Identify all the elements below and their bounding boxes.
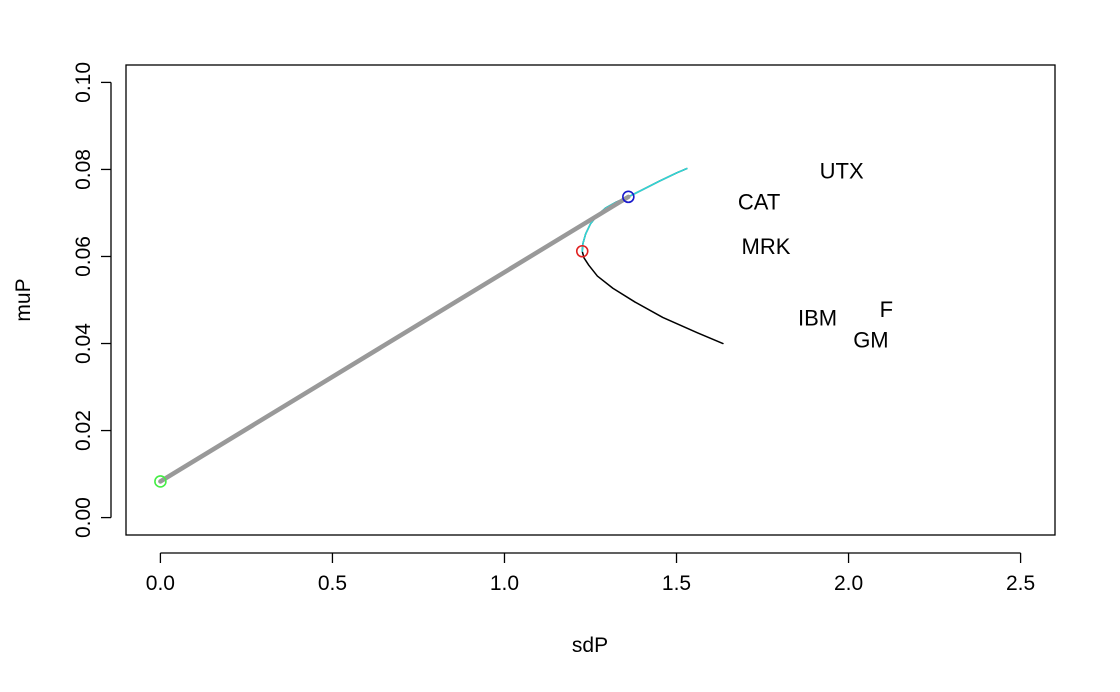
x-tick-label: 2.5 [1006, 572, 1035, 595]
y-tick-label: 0.06 [72, 236, 95, 277]
y-tick-label: 0.08 [72, 149, 95, 190]
plot-frame [125, 64, 1056, 536]
series-line-0 [581, 167, 724, 345]
asset-label: CAT [738, 190, 780, 215]
x-axis: 0.0 0.5 1.0 1.5 2.0 2.5 [146, 552, 1035, 595]
y-axis: 0.00 0.02 0.04 0.06 0.08 0.10 [72, 62, 112, 538]
x-tick-label: 1.5 [662, 572, 691, 595]
x-axis-title: sdP [572, 634, 608, 657]
y-tick-label: 0.04 [72, 323, 95, 364]
asset-label: IBM [798, 305, 837, 330]
marker-layer [154, 190, 635, 488]
y-tick-label: 0.02 [72, 410, 95, 451]
portfolio-marker-2 [622, 190, 635, 204]
y-tick-label: 0.00 [72, 497, 95, 538]
asset-label: GM [853, 328, 888, 353]
portfolio-marker-0 [154, 475, 167, 488]
series-line-2 [158, 194, 631, 484]
asset-label: MRK [742, 234, 791, 259]
series-line-1 [581, 167, 688, 253]
x-tick-label: 2.0 [834, 572, 863, 595]
x-tick-label: 1.0 [490, 572, 519, 595]
y-tick-label: 0.10 [72, 62, 95, 103]
asset-label: F [880, 297, 893, 322]
annotation-layer: UTX CAT MRK IBM F GM [738, 159, 893, 353]
asset-label: UTX [820, 159, 864, 184]
portfolio-marker-1 [575, 244, 589, 258]
x-tick-label: 0.0 [146, 572, 175, 595]
series-layer [158, 167, 724, 484]
y-axis-title: muP [12, 278, 35, 321]
x-tick-label: 0.5 [318, 572, 347, 595]
